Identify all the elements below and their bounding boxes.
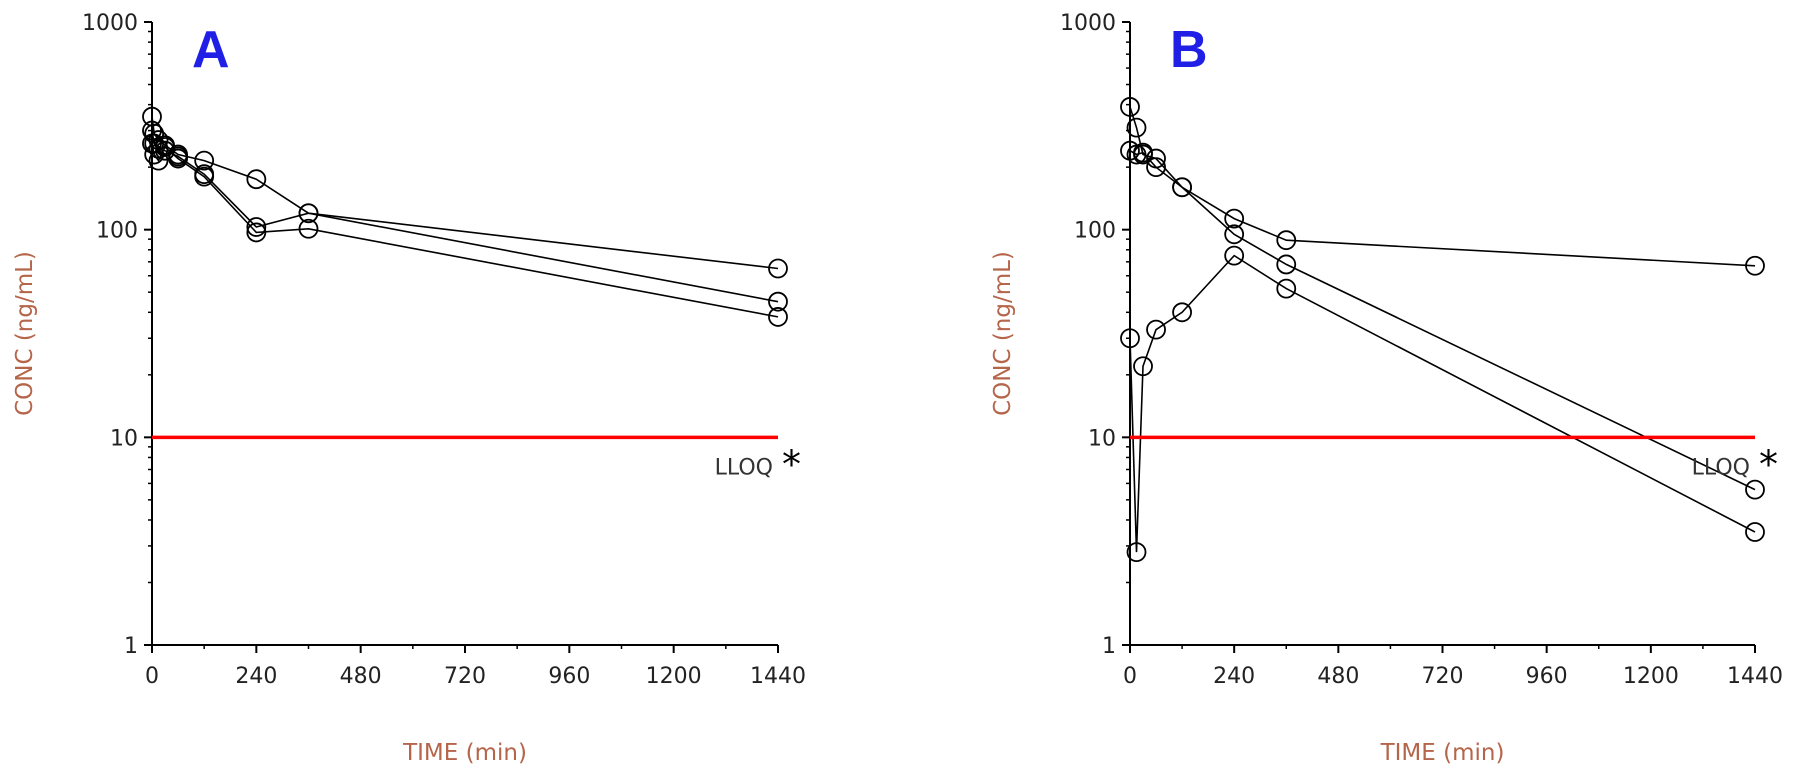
series-line-3 bbox=[1129, 254, 1756, 553]
data-point bbox=[768, 258, 788, 279]
data-point bbox=[298, 203, 319, 224]
x-tick-label: 480 bbox=[340, 664, 382, 689]
series-line-3 bbox=[151, 143, 779, 318]
data-point bbox=[168, 148, 188, 169]
data-point bbox=[1133, 356, 1153, 377]
x-tick-label: 1200 bbox=[1623, 664, 1679, 689]
data-point bbox=[1120, 328, 1140, 349]
y-tick-label: 1 bbox=[1102, 634, 1116, 659]
data-point bbox=[768, 291, 788, 312]
data-point bbox=[1146, 157, 1166, 178]
x-tick-label: 480 bbox=[1317, 664, 1359, 689]
chart-panel-a: 1 10 100 1000 0 240 480 720 960 1200 1440 TIME (min… bbox=[12, 11, 806, 766]
data-point bbox=[246, 222, 267, 243]
data-point bbox=[1224, 245, 1245, 266]
x-tick-label: 1440 bbox=[750, 664, 806, 689]
data-point bbox=[1120, 97, 1140, 117]
data-point bbox=[1126, 117, 1147, 138]
y-tick-label: 100 bbox=[1074, 219, 1116, 244]
data-point bbox=[246, 169, 267, 190]
data-point bbox=[1224, 224, 1245, 245]
lloq-star-marker: * bbox=[782, 442, 801, 486]
x-tick-label: 720 bbox=[444, 664, 486, 689]
x-tick-label: 240 bbox=[235, 664, 277, 689]
data-point bbox=[142, 120, 162, 141]
panel-letter: A bbox=[192, 21, 230, 79]
data-point bbox=[1745, 255, 1765, 276]
panel-letter: B bbox=[1170, 21, 1208, 79]
series-line-1 bbox=[1129, 106, 1756, 267]
data-point bbox=[194, 166, 215, 187]
data-point bbox=[155, 137, 175, 157]
x-tick-label: 1440 bbox=[1727, 664, 1783, 689]
y-tick-label: 100 bbox=[96, 219, 138, 244]
series-line-1 bbox=[151, 116, 779, 270]
data-point bbox=[1276, 254, 1297, 275]
data-point bbox=[194, 150, 215, 171]
y-tick-label: 1 bbox=[124, 634, 138, 659]
x-tick-label: 960 bbox=[1526, 664, 1568, 689]
y-tick-label: 1000 bbox=[82, 11, 138, 36]
x-axis-title: TIME (min) bbox=[1380, 740, 1505, 766]
data-point bbox=[1745, 479, 1765, 500]
chart-panel-b: 1 10 100 1000 0 240 480 720 960 1200 1440 TIME (min… bbox=[990, 11, 1783, 766]
data-point bbox=[1133, 142, 1153, 163]
lloq-label: LLOQ bbox=[715, 455, 773, 480]
y-tick-label: 1000 bbox=[1060, 11, 1116, 36]
y-axis-title: CONC (ng/mL) bbox=[12, 251, 38, 416]
data-point bbox=[1276, 278, 1297, 299]
x-axis-title: TIME (min) bbox=[402, 740, 527, 766]
data-point bbox=[768, 307, 788, 327]
series-line-2 bbox=[151, 130, 779, 303]
lloq-star-marker: * bbox=[1759, 442, 1778, 486]
data-point bbox=[144, 144, 165, 165]
data-point bbox=[1172, 302, 1192, 323]
data-point bbox=[142, 133, 162, 154]
x-tick-label: 0 bbox=[1123, 664, 1137, 689]
y-axis-title: CONC (ng/mL) bbox=[990, 251, 1016, 416]
y-tick-label: 10 bbox=[1088, 426, 1116, 451]
x-tick-label: 240 bbox=[1213, 664, 1255, 689]
data-point bbox=[1745, 522, 1765, 542]
x-tick-label: 0 bbox=[145, 664, 159, 689]
data-point bbox=[1146, 319, 1166, 340]
lloq-label: LLOQ bbox=[1692, 455, 1750, 480]
data-point bbox=[1276, 230, 1297, 251]
data-point bbox=[246, 217, 267, 237]
data-point bbox=[1126, 542, 1147, 563]
x-tick-label: 1200 bbox=[646, 664, 702, 689]
x-tick-label: 960 bbox=[548, 664, 590, 689]
data-point bbox=[1172, 177, 1192, 198]
x-tick-label: 720 bbox=[1422, 664, 1464, 689]
data-point bbox=[1224, 208, 1245, 229]
y-tick-label: 10 bbox=[110, 426, 138, 451]
data-point bbox=[298, 218, 319, 239]
data-point bbox=[148, 150, 169, 171]
